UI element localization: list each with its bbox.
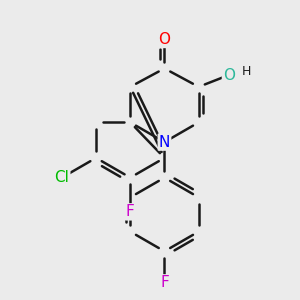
Text: N: N: [159, 135, 170, 150]
Text: H: H: [242, 64, 251, 78]
Text: F: F: [126, 204, 135, 219]
Text: O: O: [158, 32, 170, 47]
Text: O: O: [223, 68, 235, 82]
Text: Cl: Cl: [54, 170, 69, 185]
Text: F: F: [160, 275, 169, 290]
